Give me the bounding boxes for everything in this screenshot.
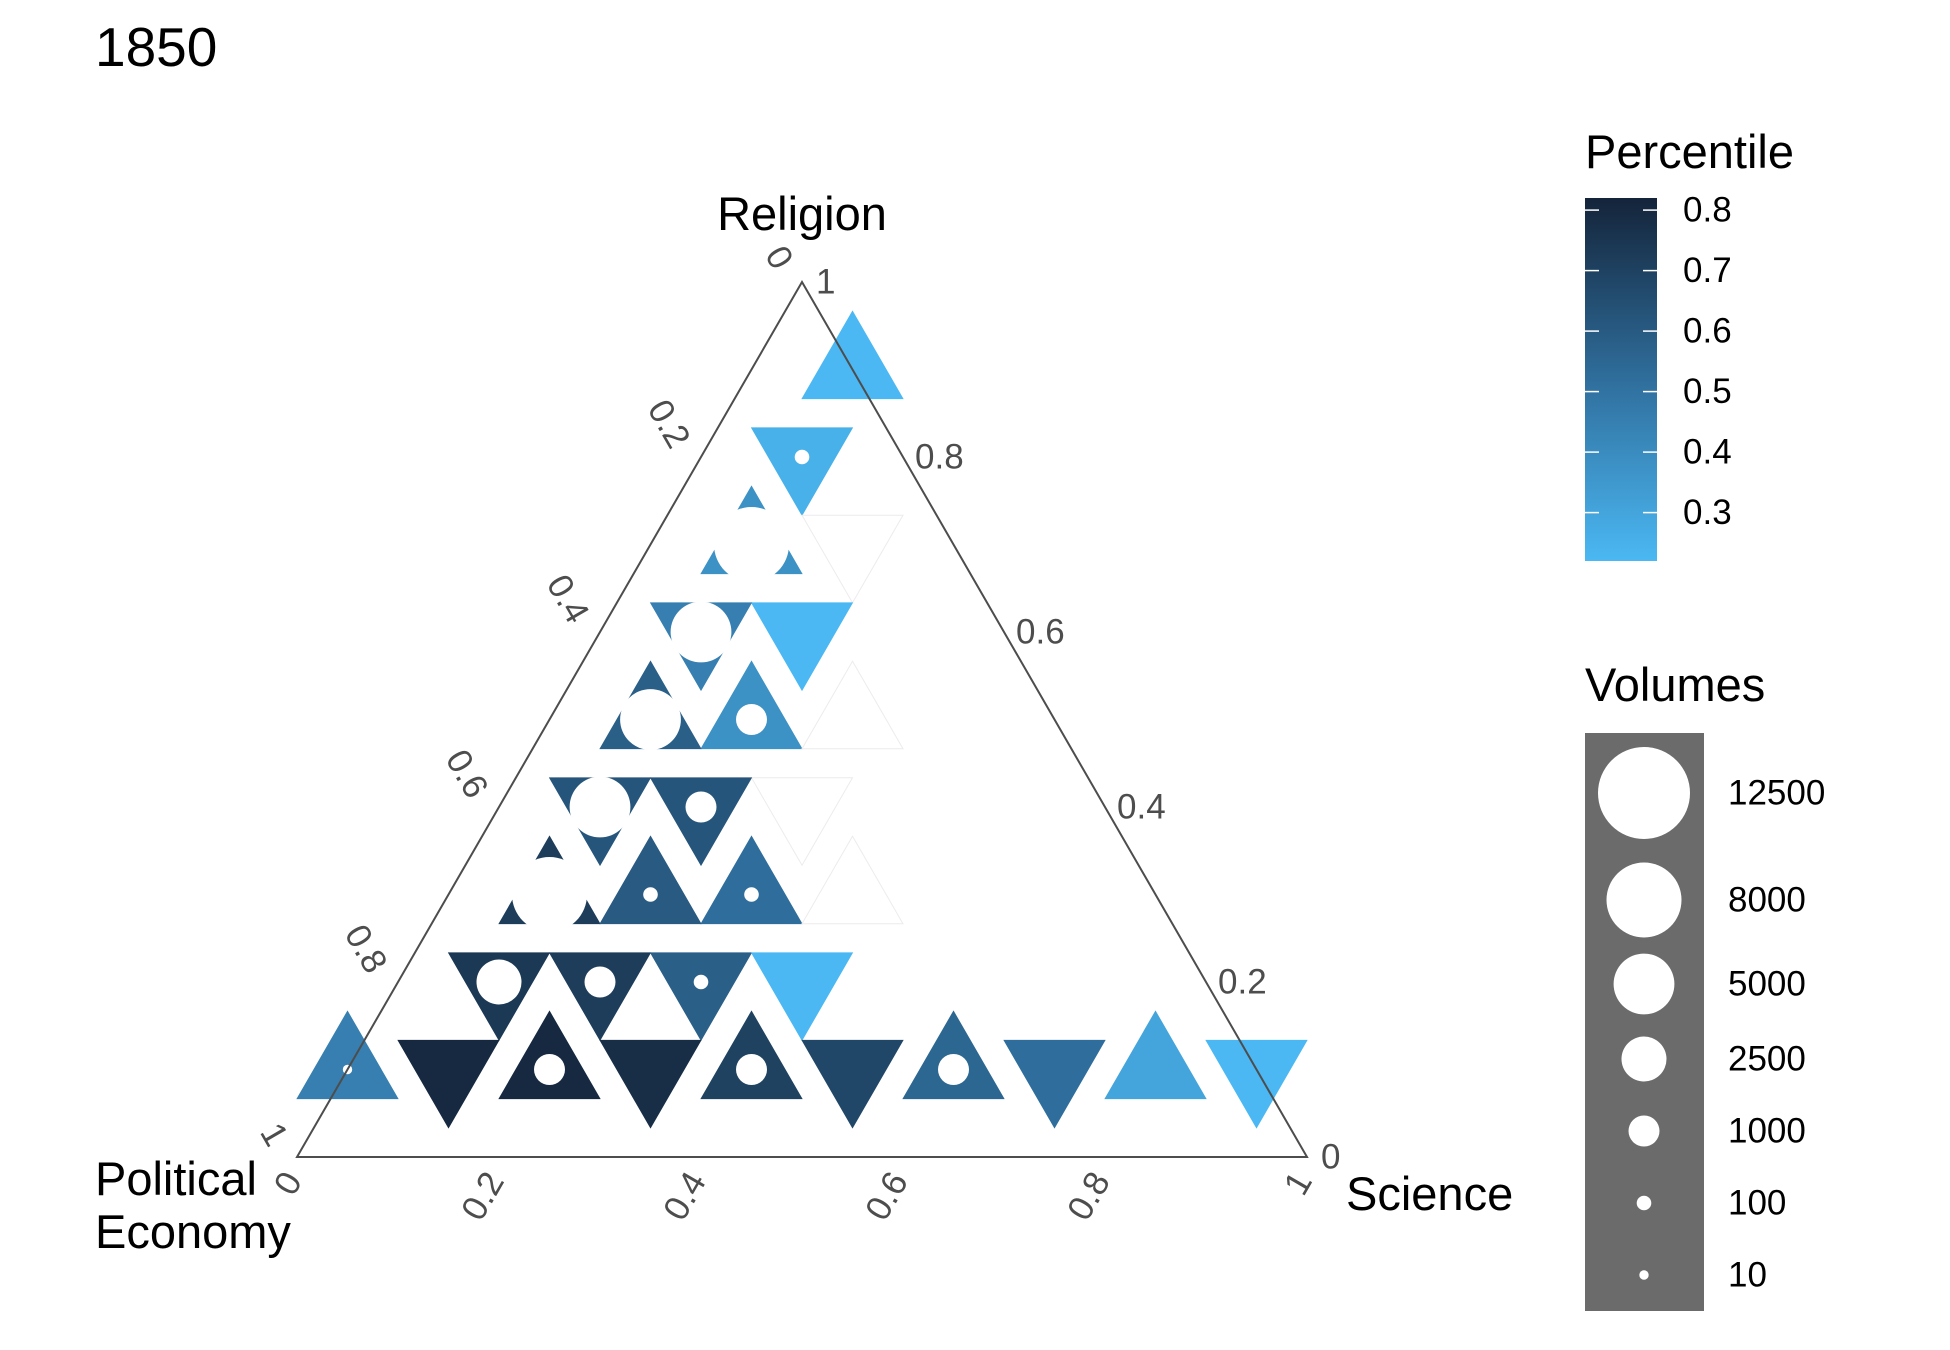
tick-label-political-economy: 0.2 [640, 393, 698, 455]
size-legend-bubble [1621, 1036, 1667, 1082]
volume-bubble [736, 1054, 767, 1085]
colorbar-label: 0.3 [1683, 493, 1732, 532]
colorbar-label: 0.7 [1683, 251, 1732, 290]
tick-label-science: 0.2 [454, 1165, 512, 1227]
ternary-cell [801, 1039, 904, 1129]
size-legend-label: 1000 [1728, 1112, 1806, 1151]
tick-label-political-economy: 0.4 [539, 568, 597, 630]
size-legend-bubble [1606, 862, 1682, 938]
legend-title-percentile: Percentile [1585, 125, 1794, 178]
triangle-outline [295, 279, 1309, 1158]
vertex-label-religion: Religion [717, 187, 887, 240]
volume-bubble [938, 1054, 969, 1085]
size-legend-bubble [1628, 1115, 1660, 1147]
colorbar [1585, 198, 1657, 561]
ternary-cell [801, 660, 904, 750]
colorbar-ticks: 0.8 0.7 0.6 0.5 0.4 0.3 [1585, 191, 1732, 532]
colorbar-label: 0.6 [1683, 312, 1732, 351]
ternary-cell [1003, 1039, 1106, 1129]
volume-bubble [569, 776, 631, 838]
ternary-cell [801, 310, 904, 400]
volume-bubble [476, 959, 522, 1005]
volume-bubble [584, 966, 616, 998]
ternary-cell [801, 835, 904, 925]
ternary-cell [1104, 1010, 1207, 1100]
vertex-label-political-economy-line-1: Political [95, 1152, 257, 1205]
volume-bubble [620, 689, 681, 750]
ternary-cells [296, 310, 1308, 1129]
volume-bubble [670, 601, 732, 663]
volume-bubble [736, 704, 767, 735]
ternary-cell [700, 835, 803, 925]
vertex-label-science: Science [1346, 1167, 1513, 1220]
tick-label-science: 0.6 [858, 1165, 916, 1227]
ternary-cell [649, 952, 753, 1042]
colorbar-label: 0.4 [1683, 433, 1732, 472]
tick-label-religion: 0.4 [1117, 788, 1166, 827]
tick-label-political-economy: 0.8 [337, 918, 395, 980]
size-legend-label: 5000 [1728, 965, 1806, 1004]
volume-bubble [794, 449, 810, 465]
size-legend-bubble [1639, 1270, 1649, 1280]
legend-title-volumes: Volumes [1585, 658, 1765, 711]
tick-label-religion: 0.8 [915, 438, 964, 477]
vertex-label-political-economy: Political Economy [95, 1152, 291, 1258]
size-legend-label: 2500 [1728, 1040, 1806, 1079]
size-legend-bubble [1598, 747, 1690, 839]
tick-label-political-economy: 0.6 [438, 743, 496, 805]
colorbar-label: 0.8 [1683, 191, 1732, 230]
tick-label-religion: 0.2 [1218, 963, 1267, 1002]
volume-bubble [512, 857, 587, 932]
size-legend-bubble [1613, 953, 1675, 1015]
size-legend-label: 8000 [1728, 881, 1806, 920]
size-legend-bubble [1636, 1195, 1652, 1211]
ternary-cell [750, 777, 854, 867]
ternary-cell [296, 1010, 399, 1100]
size-legend-items: 12500 8000 5000 2500 1000 100 10 [1598, 747, 1825, 1295]
volume-bubble [643, 887, 658, 902]
tick-label-religion: 0 [1321, 1138, 1340, 1177]
volume-bubble [685, 791, 717, 823]
chart-title: 1850 [95, 16, 217, 78]
vertex-label-political-economy-line-2: Economy [95, 1205, 291, 1258]
ternary-cell [599, 835, 702, 925]
tick-label-science: 1 [1276, 1165, 1320, 1201]
volume-bubbles [342, 449, 969, 1085]
tick-label-political-economy: 0 [757, 239, 801, 275]
size-legend-label: 10 [1728, 1256, 1767, 1295]
tick-label-political-economy: 1 [252, 1116, 296, 1152]
ternary-cell [1205, 1039, 1308, 1129]
tick-label-science: 0.4 [656, 1165, 714, 1227]
size-legend-label: 100 [1728, 1184, 1786, 1223]
ternary-cell [397, 1039, 500, 1129]
legend: Percentile 0.8 0.7 0.6 0.5 0.4 0.3 Volumes 12… [1585, 125, 1825, 1311]
ternary-cell [750, 952, 854, 1042]
volume-bubble [534, 1054, 565, 1085]
ternary-cell [750, 427, 854, 517]
ternary-cell [750, 602, 854, 692]
tick-label-science: 0 [266, 1165, 310, 1201]
size-legend-label: 12500 [1728, 774, 1825, 813]
tick-label-science: 0.8 [1060, 1165, 1118, 1227]
tick-label-religion: 1 [816, 263, 835, 302]
volume-bubble [714, 507, 789, 582]
volume-bubble [744, 887, 759, 902]
ternary-cell [801, 514, 904, 604]
colorbar-label: 0.5 [1683, 372, 1732, 411]
tick-label-religion: 0.6 [1016, 613, 1065, 652]
volume-bubble [693, 974, 709, 990]
ternary-cell [599, 1039, 702, 1129]
